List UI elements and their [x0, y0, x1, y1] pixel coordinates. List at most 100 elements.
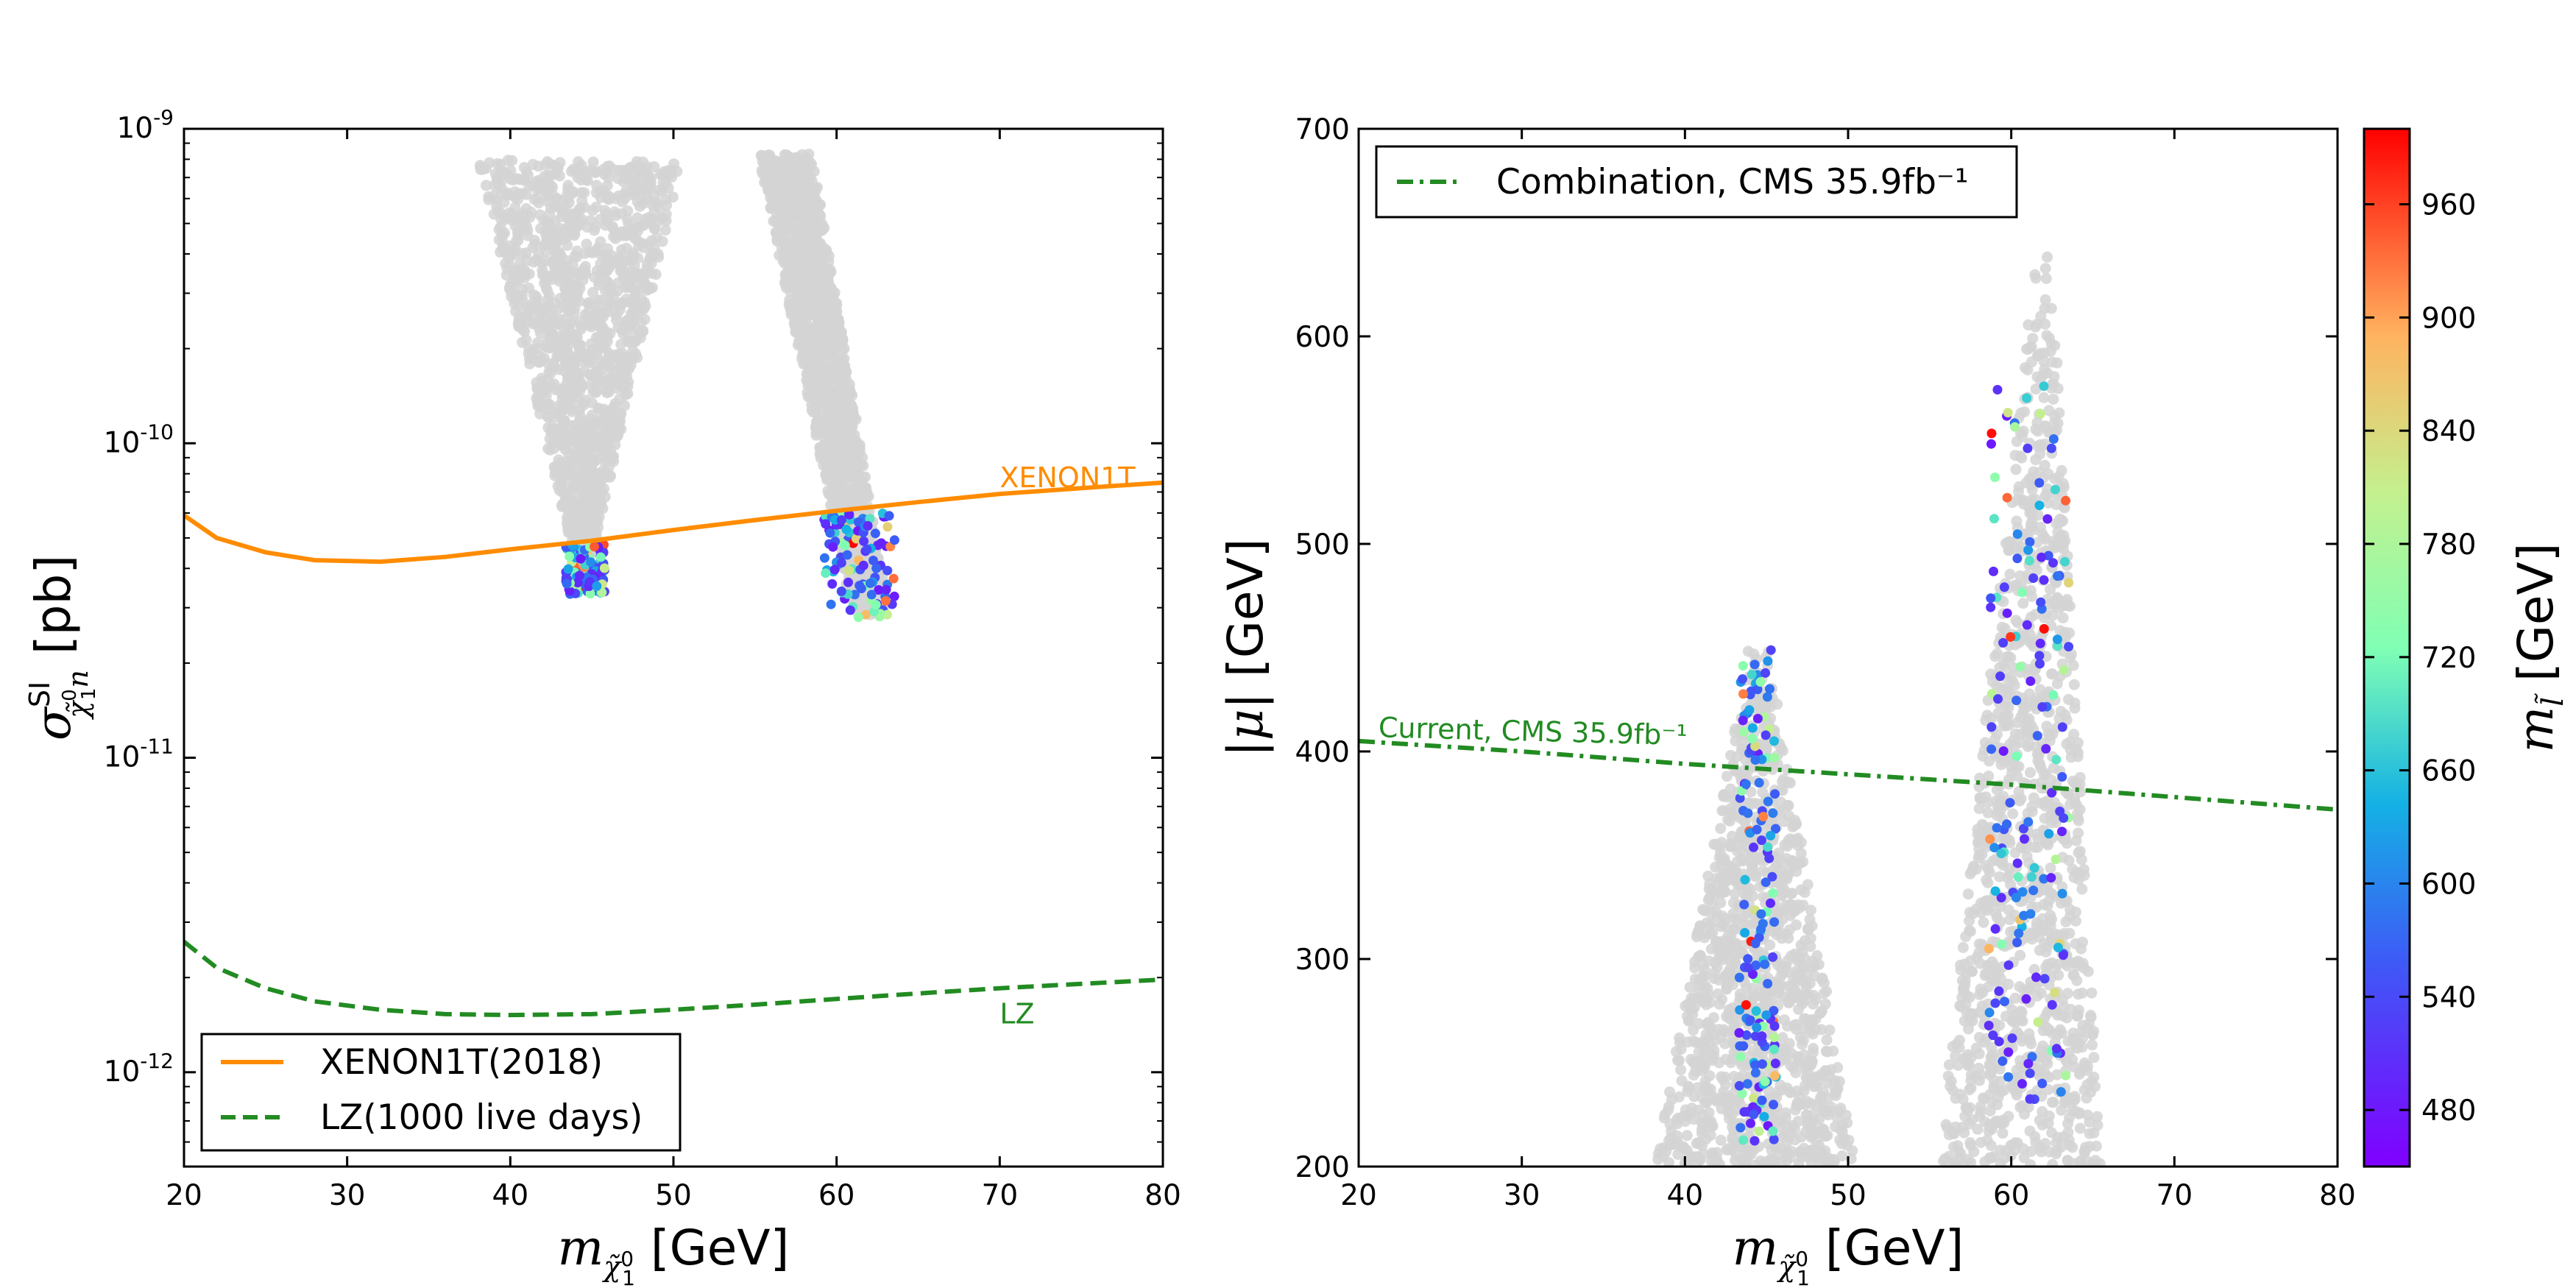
grey-point — [520, 247, 532, 259]
grey-point — [569, 302, 581, 314]
colored-point — [874, 585, 884, 595]
grey-point — [2039, 294, 2051, 305]
grey-point — [1684, 981, 1696, 993]
grey-point — [495, 208, 506, 219]
grey-point — [1675, 1064, 1687, 1076]
legend-label-xenon: XENON1T(2018) — [320, 1042, 603, 1083]
grey-point — [522, 169, 534, 181]
grey-point — [777, 219, 789, 231]
grey-point — [825, 349, 837, 361]
grey-point — [1735, 992, 1746, 1003]
grey-point — [1706, 918, 1718, 930]
grey-point — [1805, 1122, 1817, 1134]
grey-point — [1786, 857, 1797, 868]
grey-point — [2092, 1119, 2103, 1131]
left-x-axis-label: mχ̃0 1 [GeV] — [558, 1220, 790, 1288]
grey-point — [1655, 1143, 1666, 1155]
grey-point — [1693, 1018, 1705, 1030]
grey-point — [1728, 897, 1739, 909]
grey-point — [1725, 1057, 1737, 1069]
grey-point — [1964, 907, 1975, 919]
grey-point — [1790, 818, 1802, 830]
grey-point — [625, 359, 637, 371]
grey-point — [587, 317, 598, 329]
colored-point — [884, 511, 894, 521]
grey-point — [568, 230, 580, 241]
grey-point — [569, 471, 581, 483]
grey-point — [1818, 977, 1830, 989]
grey-point — [760, 172, 772, 184]
grey-point — [576, 514, 587, 526]
grey-point — [2025, 767, 2036, 779]
grey-point — [793, 155, 804, 166]
grey-point — [1799, 935, 1811, 946]
grey-point — [514, 319, 526, 331]
grey-point — [1720, 1079, 1731, 1091]
grey-point — [2070, 835, 2082, 846]
grey-point — [604, 262, 615, 273]
colored-point — [836, 558, 846, 568]
grey-point — [792, 286, 804, 298]
grey-point — [835, 327, 846, 339]
grey-point — [1735, 832, 1747, 843]
grey-point — [2086, 987, 2098, 999]
grey-point — [581, 238, 592, 250]
grey-point — [571, 245, 583, 257]
grey-point — [1806, 1073, 1818, 1084]
grey-point — [2088, 1052, 2100, 1064]
grey-point — [579, 474, 591, 486]
grey-point — [583, 306, 595, 318]
grey-point — [1675, 1044, 1687, 1055]
grey-point — [2082, 966, 2094, 977]
grey-point — [825, 400, 837, 411]
grey-point — [570, 386, 582, 398]
grey-point — [810, 319, 822, 331]
grey-point — [1663, 1101, 1674, 1113]
grey-point — [600, 384, 612, 396]
grey-point — [1818, 1086, 1830, 1098]
grey-point — [761, 155, 773, 166]
grey-point — [1802, 1059, 1814, 1071]
grey-point — [590, 332, 602, 344]
grey-point — [604, 328, 616, 339]
grey-point — [617, 230, 629, 241]
grey-point — [2030, 383, 2042, 395]
grey-point — [1711, 961, 1723, 973]
grey-point — [802, 391, 814, 403]
xenon1t-limit-line — [184, 480, 1163, 565]
grey-point — [509, 278, 520, 289]
grey-point — [1733, 1016, 1744, 1028]
grey-point — [575, 218, 587, 230]
grey-point — [1983, 771, 1995, 782]
grey-point — [812, 202, 824, 213]
grey-point — [1811, 950, 1823, 962]
grey-point — [637, 303, 649, 315]
grey-point — [616, 358, 628, 370]
grey-point — [796, 353, 808, 364]
grey-point — [1685, 1005, 1697, 1016]
grey-point — [799, 307, 810, 319]
grey-point — [1710, 861, 1722, 873]
grey-point — [1705, 1130, 1716, 1141]
grey-point — [2067, 659, 2079, 671]
grey-point — [1777, 968, 1789, 980]
x-tick-label: 60 — [818, 1179, 855, 1212]
colored-point — [828, 542, 838, 552]
colored-point — [844, 509, 854, 520]
colored-point — [888, 573, 899, 584]
grey-point — [1782, 799, 1794, 811]
grey-point — [534, 397, 545, 408]
grey-point — [1800, 1013, 1811, 1025]
grey-point — [537, 268, 549, 280]
grey-point — [608, 456, 620, 467]
grey-point — [609, 206, 620, 218]
grey-point — [832, 391, 844, 403]
colored-point — [565, 551, 575, 562]
lz-line-label: LZ — [999, 998, 1034, 1030]
grey-point — [1749, 870, 1761, 882]
grey-point — [2087, 1039, 2098, 1051]
colored-point — [889, 535, 899, 545]
grey-point — [594, 310, 606, 322]
grey-point — [1800, 981, 1812, 993]
